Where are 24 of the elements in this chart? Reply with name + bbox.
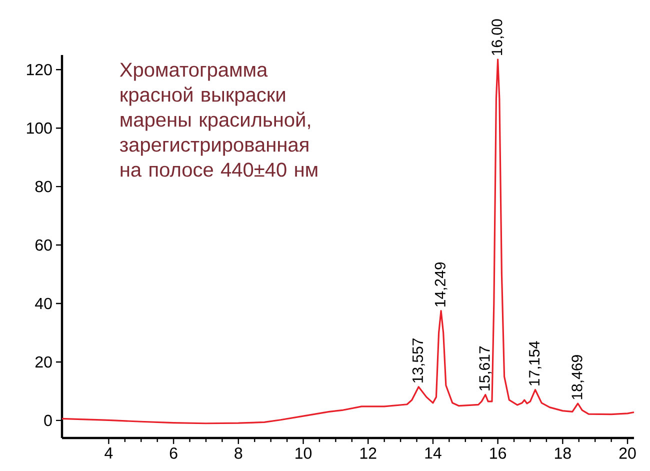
y-tick-label: 20 (35, 356, 52, 368)
y-tick-label: 0 (44, 414, 52, 426)
y-tick-label: 100 (26, 122, 52, 134)
x-tick-label: 14 (425, 448, 442, 459)
y-tick-label: 60 (35, 239, 52, 251)
x-tick-label: 16 (490, 448, 506, 459)
x-tick-label: 20 (619, 448, 636, 459)
annotation: 14,249 (434, 262, 448, 306)
x-tick-label: 4 (104, 448, 113, 459)
y-tick-label: 120 (26, 64, 52, 76)
x-tick-label: 6 (170, 448, 178, 459)
y-tick-label: 80 (35, 180, 52, 192)
x-tick-label: 10 (296, 448, 312, 459)
x-tick-label: 18 (554, 448, 571, 459)
x-tick-label: 12 (360, 448, 376, 459)
annotation: 15,617 (479, 346, 492, 390)
annotation: 16,00 (492, 19, 504, 56)
annotation: 13,557 (412, 338, 425, 382)
annotation: 17,154 (529, 341, 542, 386)
annotation: 18,469 (572, 355, 584, 400)
text: Хроматограмма красной выкраски марены красильной, зарегистрированная на полосе 440±40 нм (120, 62, 318, 177)
x-tick-label: 8 (234, 448, 242, 459)
y-tick-label: 40 (35, 298, 52, 310)
line-series (61, 58, 635, 424)
